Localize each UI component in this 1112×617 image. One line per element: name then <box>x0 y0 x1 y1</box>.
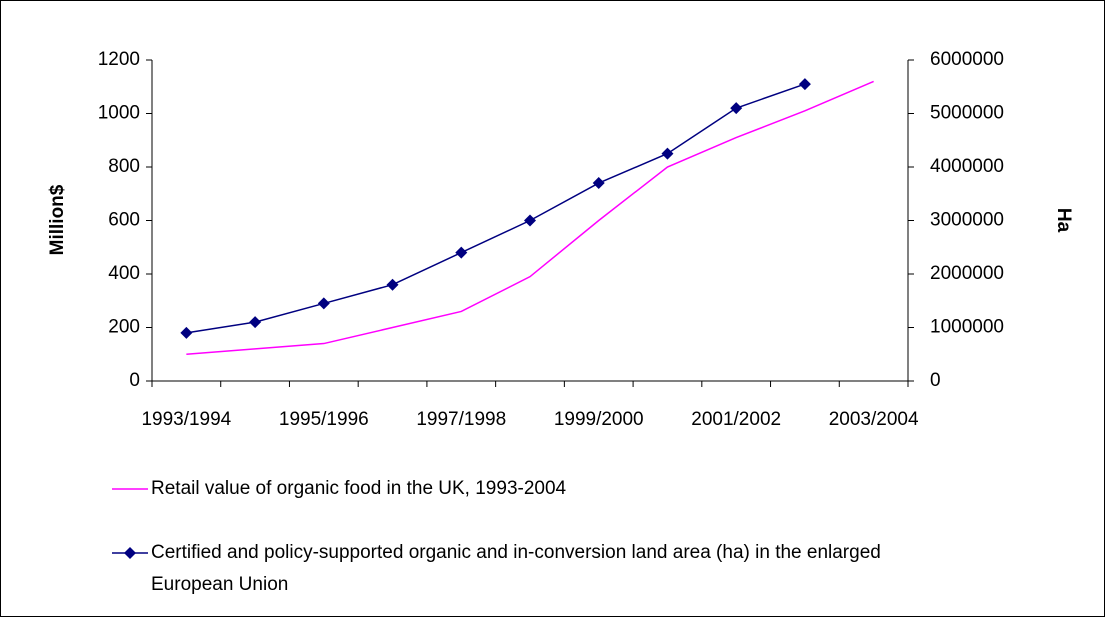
data-point <box>317 297 330 310</box>
y2-tick-label: 4000000 <box>930 156 1004 177</box>
x-tick-label: 1995/1996 <box>279 409 369 430</box>
x-tick-label: 1999/2000 <box>554 409 644 430</box>
data-point <box>455 246 468 259</box>
legend-item: Certified and policy-supported organic a… <box>112 537 891 601</box>
y-tick-label: 800 <box>108 156 140 177</box>
y2-tick-label: 5000000 <box>930 103 1004 124</box>
y2-tick-label: 3000000 <box>930 210 1004 231</box>
data-point <box>661 147 674 160</box>
data-point <box>180 326 193 339</box>
y-tick-label: 1200 <box>98 49 140 70</box>
data-point <box>524 214 536 227</box>
y-tick-label: 0 <box>129 370 140 391</box>
data-point <box>730 102 743 115</box>
y2-tick-label: 1000000 <box>930 317 1004 338</box>
series-line <box>186 80 874 355</box>
y-axis-title: Million$ <box>47 184 68 255</box>
data-point <box>798 78 811 91</box>
legend-swatch <box>112 547 148 559</box>
y2-tick-label: 2000000 <box>930 263 1004 284</box>
legend-label: Retail value of organic food in the UK, … <box>151 478 567 499</box>
y-tick-label: 200 <box>108 317 140 338</box>
y-tick-label: 600 <box>108 210 140 231</box>
legend-item: Retail value of organic food in the UK, … <box>112 473 891 505</box>
legend-swatch <box>112 488 148 490</box>
y-tick-label: 400 <box>108 263 140 284</box>
x-tick-label: 2001/2002 <box>691 409 781 430</box>
data-point <box>592 177 605 190</box>
series-line <box>186 83 806 334</box>
y2-tick-label: 6000000 <box>930 49 1004 70</box>
data-point <box>386 278 399 291</box>
legend-label: Certified and policy-supported organic a… <box>151 542 881 595</box>
x-tick-label: 2003/2004 <box>829 409 919 430</box>
x-tick-label: 1997/1998 <box>416 409 506 430</box>
data-point <box>249 316 262 329</box>
y-tick-label: 1000 <box>98 103 140 124</box>
y2-tick-label: 0 <box>930 370 941 391</box>
x-tick-label: 1993/1994 <box>141 409 231 430</box>
y2-axis-title: Ha <box>1053 208 1074 233</box>
